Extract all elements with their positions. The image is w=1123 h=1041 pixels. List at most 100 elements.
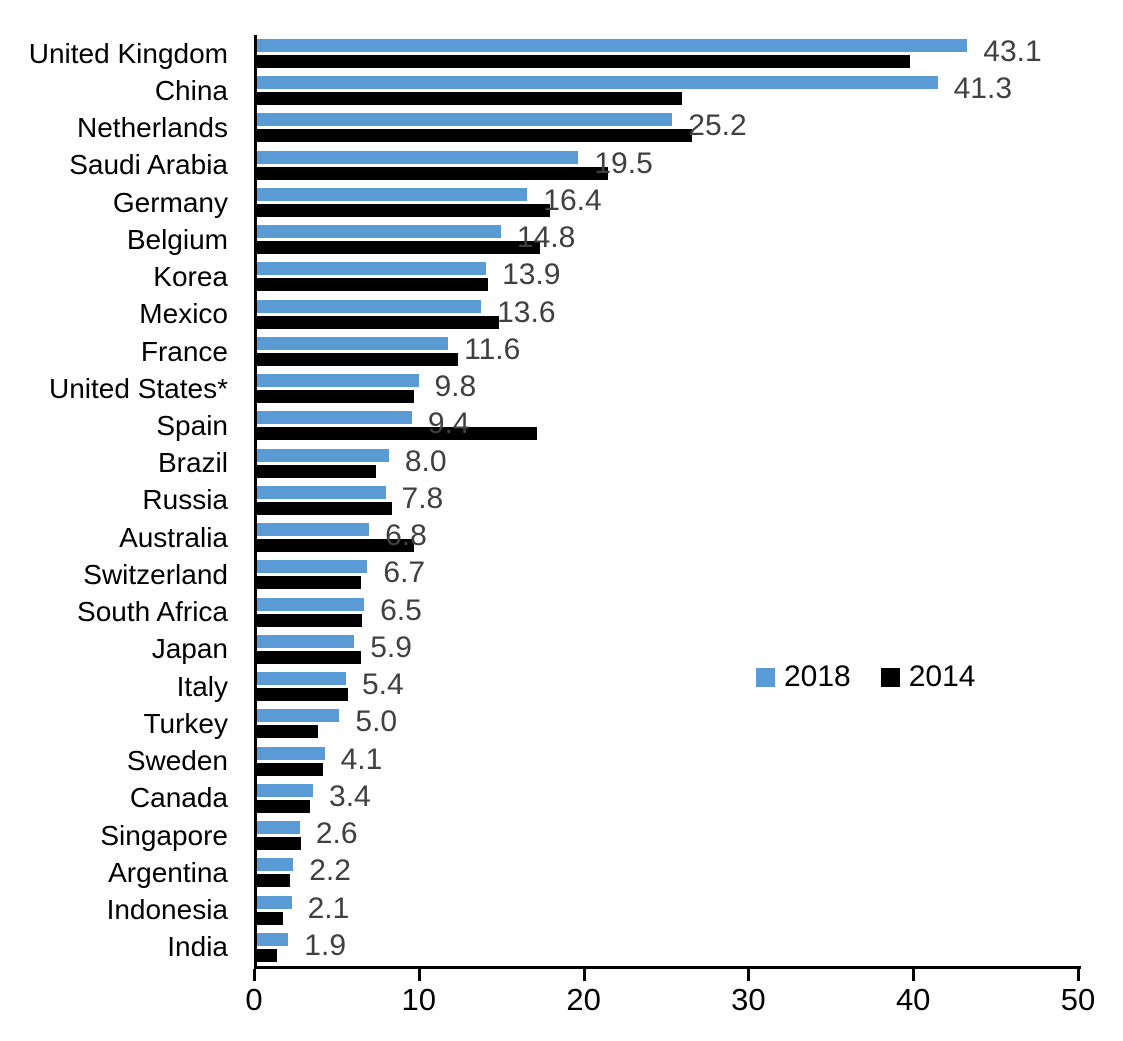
bar-2018 (257, 634, 355, 648)
value-label: 11.6 (464, 332, 521, 366)
bar-2018 (257, 262, 487, 276)
x-tick-mark (582, 969, 586, 981)
bar-2014 (257, 799, 310, 813)
value-label: 1.9 (304, 928, 347, 962)
legend-swatch-2018 (756, 667, 775, 687)
category-label: Argentina (108, 856, 228, 888)
bar-2014 (257, 129, 693, 143)
bar-2018 (257, 485, 386, 499)
bar-2018 (257, 858, 294, 872)
category-label: Spain (156, 410, 228, 441)
category-label: Korea (153, 261, 228, 293)
value-label: 41.3 (953, 72, 1012, 106)
category-label: Netherlands (77, 112, 228, 144)
category-label: Turkey (143, 707, 228, 739)
legend-item-2018: 2018 (756, 660, 851, 694)
x-tick-label: 30 (731, 982, 766, 1017)
x-tick-mark (747, 969, 751, 981)
value-label: 8.0 (404, 444, 447, 478)
value-label: 2.2 (309, 854, 351, 888)
bar-2014 (257, 464, 376, 478)
value-label: 6.7 (383, 556, 426, 590)
category-label: Brazil (157, 447, 228, 479)
category-label: Italy (176, 670, 228, 702)
bar-2014 (257, 613, 363, 627)
category-label: South Africa (77, 596, 228, 628)
bar-2014 (257, 688, 348, 702)
legend: 2018 2014 (756, 660, 976, 694)
bar-2018 (257, 783, 314, 797)
bar-2018 (257, 560, 368, 574)
bar-2014 (257, 762, 323, 776)
value-label: 3.4 (329, 779, 371, 813)
bar-2014 (257, 427, 538, 441)
bar-2014 (257, 241, 541, 255)
x-tick-label: 20 (566, 982, 601, 1017)
x-tick-mark (417, 969, 421, 981)
legend-item-2014: 2014 (880, 660, 976, 694)
legend-label-2014: 2014 (908, 660, 976, 693)
category-label: Germany (112, 186, 228, 218)
bar-2018 (257, 448, 389, 462)
category-label: Saudi Arabia (69, 149, 228, 181)
bar-2018 (257, 187, 528, 201)
category-label: Singapore (100, 819, 228, 851)
category-label: Switzerland (83, 558, 228, 590)
bar-2018 (257, 821, 300, 835)
bar-2018 (257, 299, 482, 313)
bar-2014 (257, 390, 414, 404)
bar-2014 (257, 278, 488, 292)
category-label: Indonesia (106, 894, 228, 926)
bar-2014 (257, 837, 302, 851)
value-label: 6.8 (385, 519, 427, 553)
bar-2018 (257, 597, 365, 611)
bar-2018 (257, 113, 673, 127)
x-tick-label: 50 (1060, 982, 1096, 1017)
bar-2018 (257, 672, 346, 686)
value-label: 4.1 (340, 742, 383, 776)
category-label: Japan (151, 633, 228, 665)
bar-2018 (257, 895, 292, 909)
bar-2014 (257, 352, 459, 366)
x-tick-label: 0 (245, 982, 263, 1017)
value-label: 2.1 (307, 891, 350, 925)
bar-2014 (257, 725, 318, 739)
category-label: Mexico (139, 298, 228, 330)
category-label: Russia (142, 484, 228, 516)
value-label: 43.1 (983, 35, 1042, 68)
bar-2014 (257, 501, 393, 515)
bar-2018 (257, 225, 501, 239)
value-label: 7.8 (401, 481, 444, 515)
category-label: India (167, 931, 228, 963)
bar-2018 (257, 709, 340, 723)
bar-2014 (257, 92, 683, 106)
bar-2014 (257, 650, 361, 664)
category-label: Belgium (126, 223, 228, 255)
x-tick-label: 40 (895, 982, 931, 1017)
bar-2018 (257, 746, 325, 760)
value-label: 6.5 (380, 593, 422, 627)
plot-area: 43.1 41.3 25.2 19.5 16.4 14.8 13.9 13.6 11.6 9.8 9… (254, 35, 1081, 969)
x-tick-label: 10 (401, 982, 437, 1017)
bar-2018 (257, 411, 412, 425)
value-label: 2.6 (315, 817, 358, 851)
value-label: 13.6 (497, 295, 556, 329)
bar-2018 (257, 336, 449, 350)
bar-2014 (257, 948, 277, 962)
value-label: 16.4 (543, 183, 602, 217)
bar-2018 (257, 523, 370, 537)
x-tick-mark (912, 969, 916, 981)
bar-2014 (257, 55, 910, 68)
value-label: 9.8 (434, 370, 477, 404)
bar-2014 (257, 539, 414, 553)
legend-label-2018: 2018 (784, 660, 851, 693)
bar-2014 (257, 874, 290, 888)
bar-2018 (257, 150, 579, 164)
bar-2014 (257, 315, 500, 329)
bar-2014 (257, 911, 284, 925)
value-label: 14.8 (516, 221, 576, 255)
bar-2018 (257, 932, 289, 946)
bar-2014 (257, 576, 361, 590)
bar-2018 (257, 76, 938, 90)
